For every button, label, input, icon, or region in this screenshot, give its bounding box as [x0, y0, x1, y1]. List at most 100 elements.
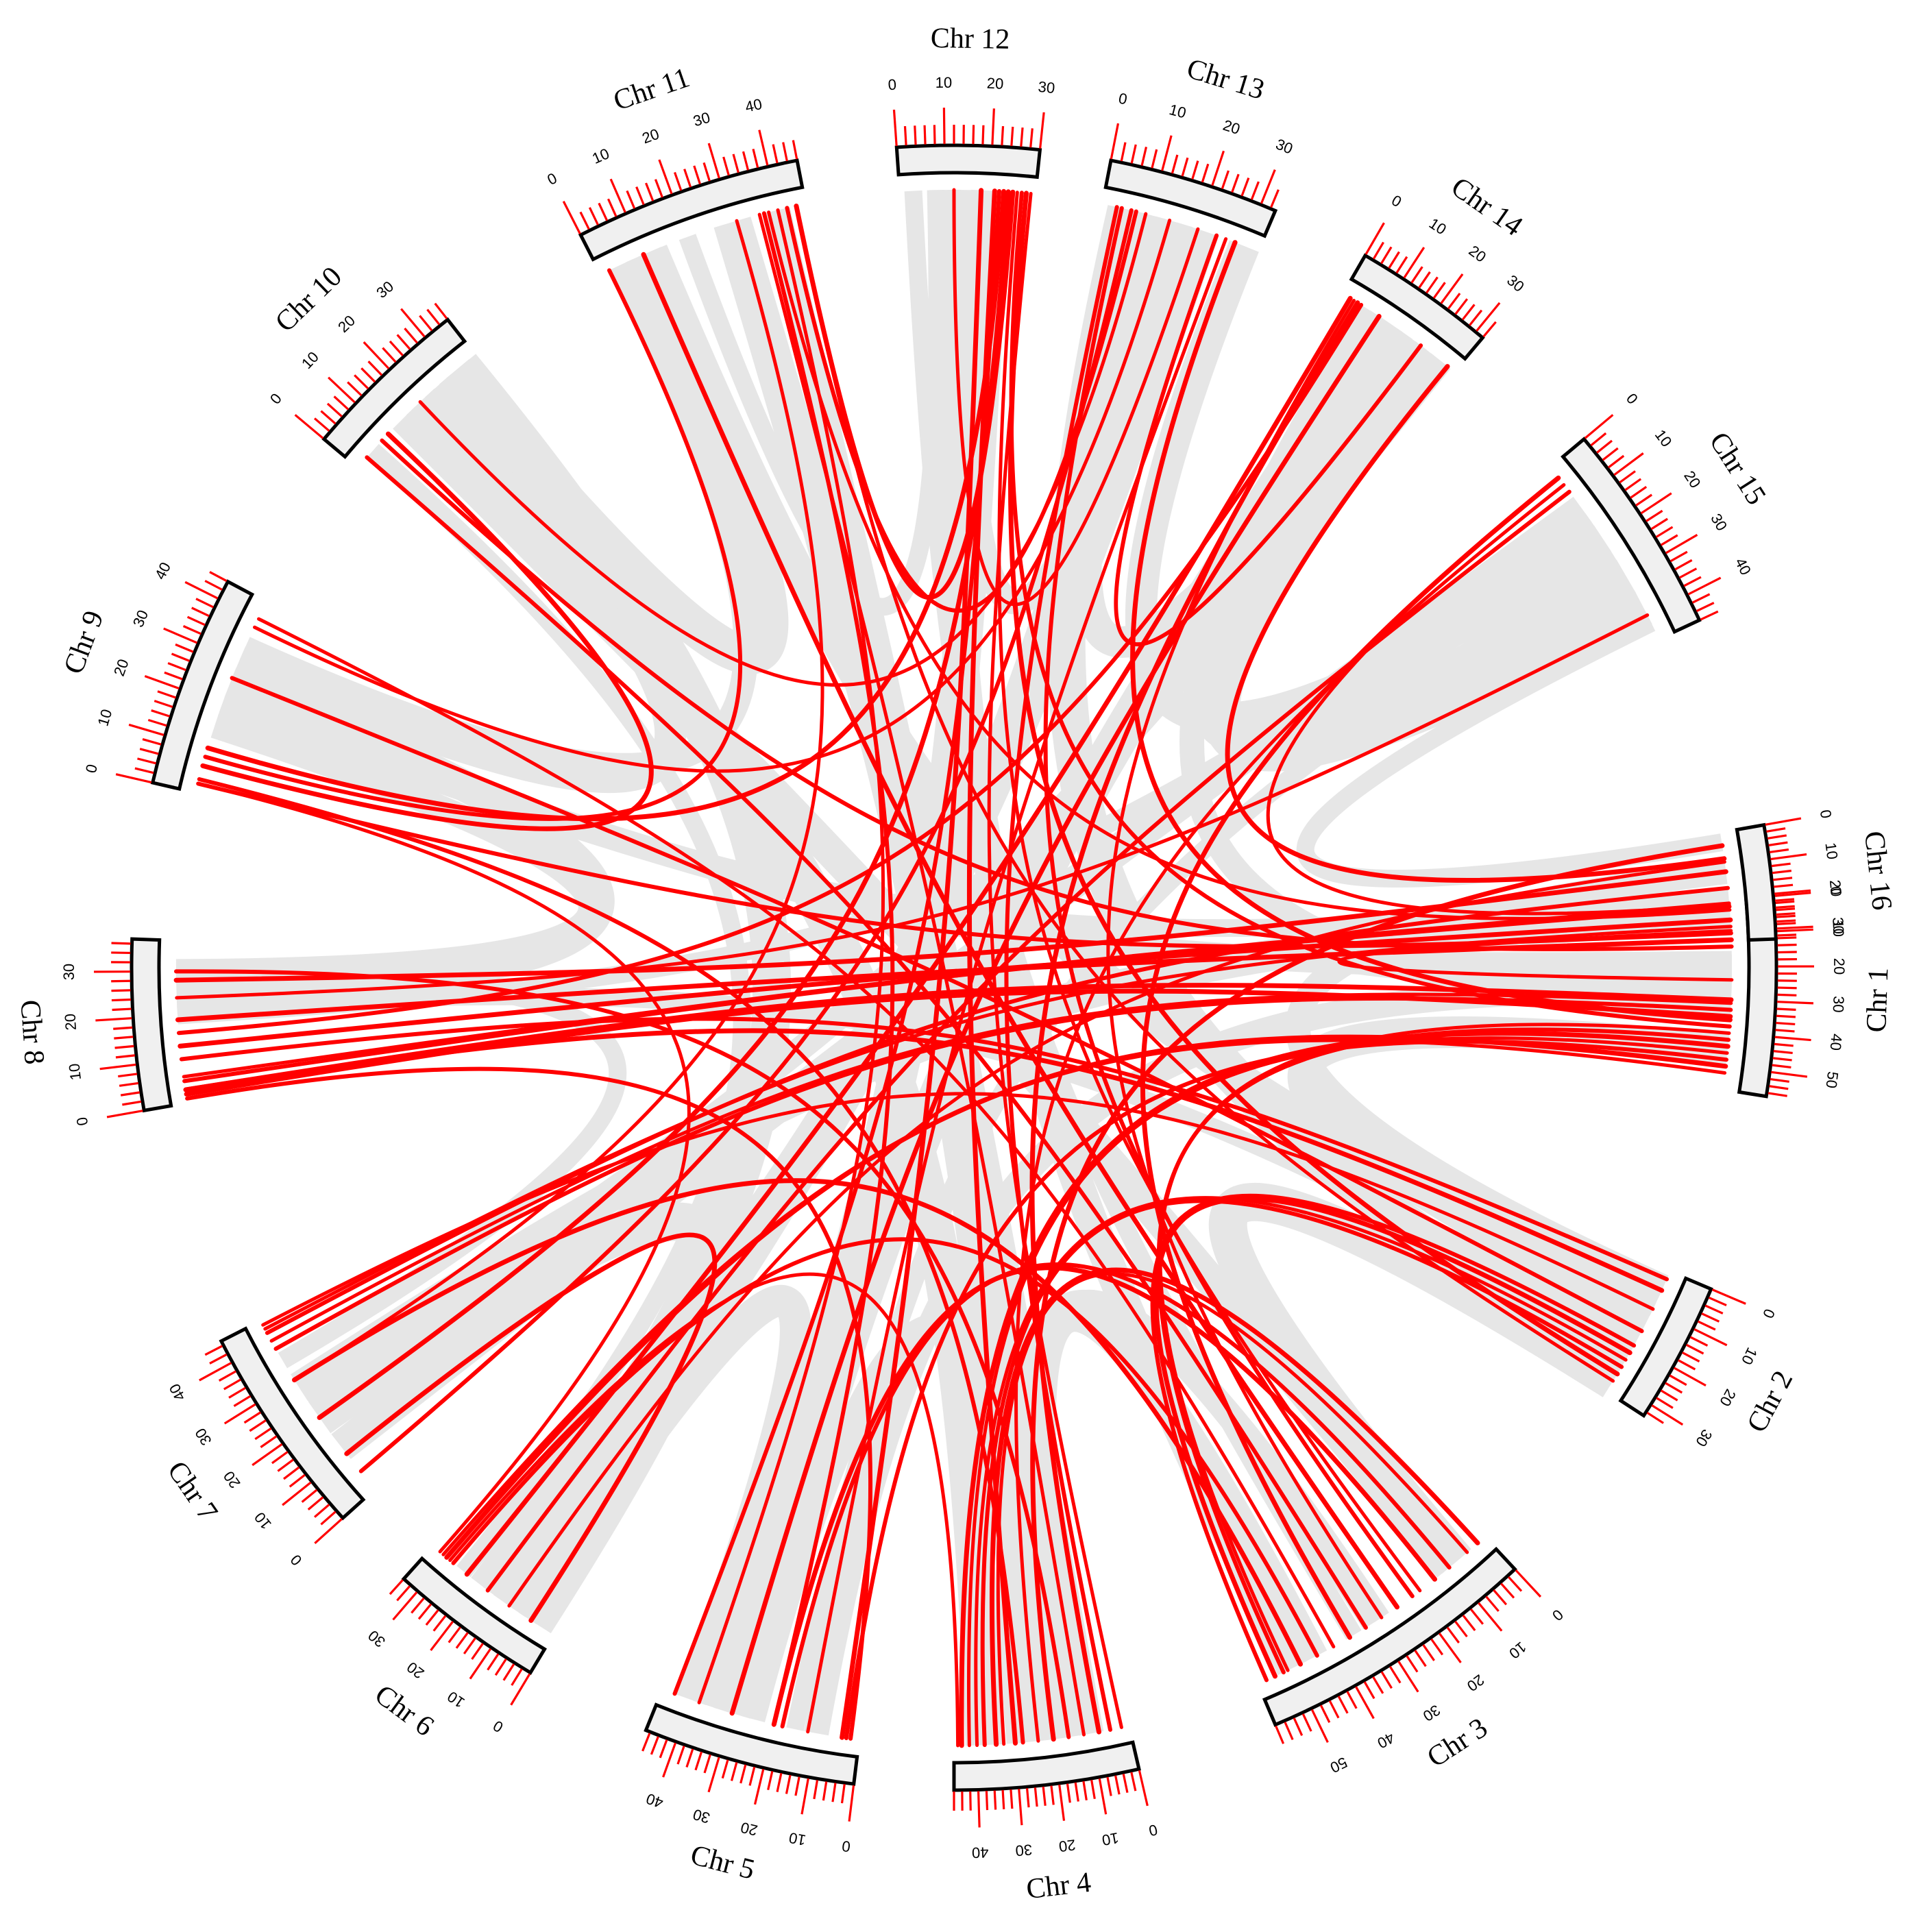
minor-tick [1418, 271, 1431, 289]
tick-label: 30 [1830, 996, 1848, 1013]
minor-tick [1034, 1787, 1038, 1807]
minor-tick [1500, 1582, 1515, 1599]
minor-tick [111, 942, 131, 945]
minor-tick [1655, 526, 1674, 538]
major-tick [106, 1110, 143, 1118]
minor-tick [1624, 478, 1642, 491]
tick-label: 40 [166, 1381, 189, 1404]
major-tick [400, 308, 426, 338]
minor-tick [1389, 1665, 1402, 1684]
minor-tick [1507, 1576, 1523, 1592]
minor-tick [511, 1668, 523, 1686]
minor-tick [114, 1044, 134, 1049]
highlight-link [794, 189, 1016, 600]
minor-tick [1066, 1783, 1071, 1803]
tick-label: 40 [1375, 1729, 1398, 1752]
minor-tick [1372, 241, 1384, 260]
tick-label: 40 [972, 1844, 989, 1861]
minor-tick [419, 315, 433, 332]
minor-tick [1590, 432, 1607, 447]
minor-tick [1270, 189, 1280, 208]
minor-tick [914, 125, 917, 145]
major-tick [99, 1063, 136, 1071]
highlight-link [448, 1272, 960, 1748]
minor-tick [1395, 256, 1408, 274]
major-tick [1687, 576, 1722, 596]
highlight-link [292, 1178, 1303, 1667]
chromosome-chr-12: 0 10 20 30 Chr 12 [888, 23, 1055, 180]
major-tick [199, 1362, 232, 1382]
minor-tick [1768, 1092, 1787, 1097]
minor-tick [1678, 567, 1698, 579]
minor-tick [228, 1386, 246, 1399]
tick-label: 30 [1707, 511, 1730, 534]
minor-tick [1010, 1789, 1014, 1809]
highlight-link [1337, 929, 1734, 982]
minor-tick [676, 1746, 685, 1765]
minor-tick [1001, 1789, 1005, 1809]
minor-tick [118, 1073, 138, 1078]
minor-tick [1650, 517, 1668, 530]
tick-label: 0 [841, 1837, 851, 1855]
tick-label: 20 [1680, 467, 1704, 491]
chromosome-box [321, 317, 467, 459]
tick-label: 20 [110, 657, 132, 678]
chromosome-label: Chr 16 [1858, 829, 1898, 912]
background-link [175, 668, 615, 1010]
minor-tick [641, 1733, 651, 1752]
chromosome-label: Chr 8 [14, 999, 49, 1065]
chromosome-chr-4: 0 10 20 30 40 Chr 4 [952, 1740, 1159, 1905]
tick-label: 20 [1057, 1836, 1076, 1855]
tick-label: 40 [644, 1790, 665, 1812]
chromosome-label: Chr 6 [369, 1679, 439, 1743]
minor-tick [301, 1489, 318, 1503]
major-tick [95, 1017, 132, 1022]
minor-tick [782, 142, 788, 162]
minor-tick [1130, 1772, 1137, 1792]
highlight-link [840, 188, 984, 1740]
minor-tick [767, 1771, 774, 1791]
minor-tick [1701, 1312, 1720, 1323]
minor-tick [417, 1603, 432, 1620]
minor-tick [382, 347, 397, 363]
minor-tick [223, 1378, 241, 1391]
chromosome-box [578, 158, 805, 262]
tick-label: 10 [251, 1509, 275, 1533]
background-link [1296, 615, 1724, 888]
highlight-link [293, 219, 824, 1382]
minor-tick [1275, 1725, 1285, 1744]
major-tick [184, 580, 219, 600]
chromosome-box [1349, 253, 1485, 361]
tick-label: 10 [65, 1062, 84, 1081]
tick-label: 0 [1759, 1306, 1778, 1321]
major-tick [128, 723, 164, 736]
minor-tick [1114, 1775, 1121, 1795]
tick-label: 20 [640, 125, 662, 147]
minor-tick [134, 767, 154, 774]
minor-tick [333, 395, 350, 411]
minor-tick [1602, 447, 1619, 461]
minor-tick [1670, 550, 1688, 563]
minor-tick [347, 381, 363, 397]
tick-label: 20 [404, 1659, 428, 1683]
minor-tick [1775, 1029, 1795, 1033]
minor-tick [367, 360, 383, 376]
minor-tick [1772, 877, 1793, 881]
major-tick [1711, 1288, 1746, 1305]
minor-tick [1689, 1336, 1709, 1347]
minor-tick [1776, 922, 1796, 925]
minor-tick [1776, 919, 1796, 923]
minor-tick [434, 302, 448, 319]
minor-tick [277, 1458, 294, 1472]
major-tick [1138, 1770, 1149, 1807]
minor-tick [1130, 144, 1137, 164]
minor-tick [326, 402, 343, 417]
tick-label: 20 [1466, 242, 1490, 266]
tick-label: 10 [94, 707, 115, 729]
major-tick [1770, 853, 1807, 861]
major-tick [282, 1481, 312, 1506]
minor-tick [313, 417, 330, 432]
minor-tick [389, 340, 404, 356]
minor-tick [1469, 1608, 1484, 1625]
chromosome-label: Chr 2 [1741, 1366, 1799, 1438]
